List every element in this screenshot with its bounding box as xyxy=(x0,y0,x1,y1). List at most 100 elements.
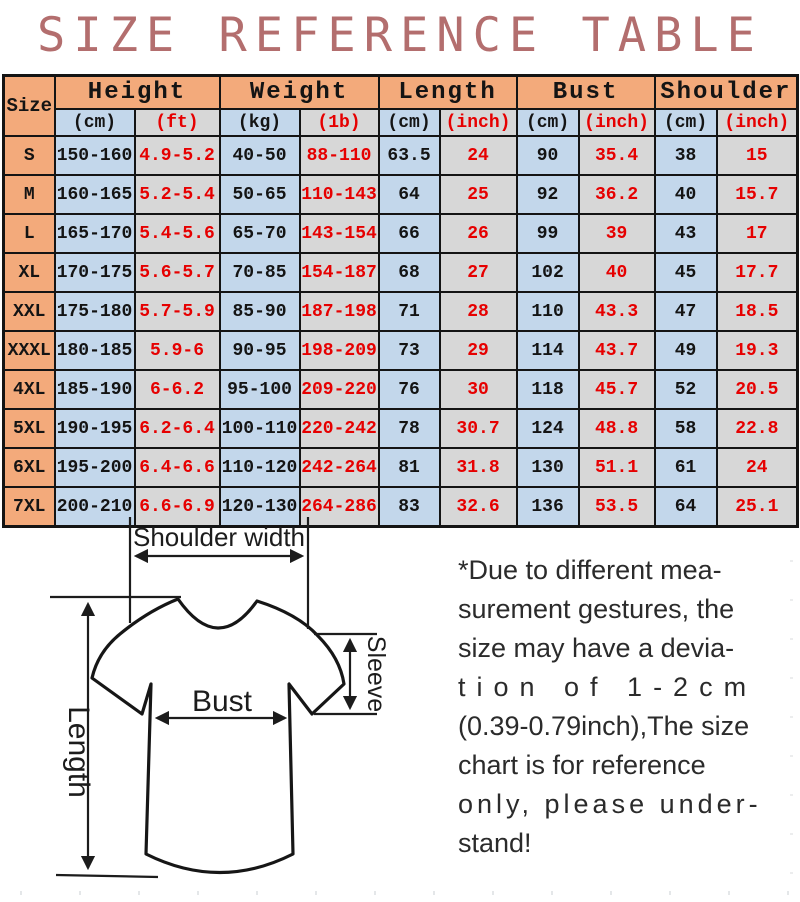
table-header: Size Height Weight Length Bust Shoulder (cm)… xyxy=(2,74,799,137)
value-cell: 58 xyxy=(653,408,718,449)
value-cell: 6-6.2 xyxy=(133,369,221,410)
value-cell: 81 xyxy=(377,447,441,488)
size-cell: XXXL xyxy=(2,330,56,371)
value-cell: 83 xyxy=(377,486,441,528)
value-cell: 45 xyxy=(653,252,718,293)
value-cell: 35.4 xyxy=(577,135,656,176)
group-header: Shoulder xyxy=(653,74,799,110)
table-row: M 160-165 5.2-5.4 50-65 110-143 64 25 92 36.2 40 1… xyxy=(2,174,799,215)
value-cell: 4.9-5.2 xyxy=(133,135,221,176)
value-cell: 88-110 xyxy=(298,135,380,176)
note-line: chart is for reference xyxy=(458,750,706,780)
note-line: (0.39-0.79inch),The size xyxy=(458,711,750,741)
value-cell: 70-85 xyxy=(218,252,301,293)
table-row: XL 170-175 5.6-5.7 70-85 154-187 68 27 102 40 45 1… xyxy=(2,252,799,293)
value-cell: 150-160 xyxy=(53,135,136,176)
value-cell: 53.5 xyxy=(577,486,656,528)
value-cell: 25 xyxy=(438,174,518,215)
value-cell: 143-154 xyxy=(298,213,380,254)
value-cell: 64 xyxy=(653,486,718,528)
value-cell: 5.7-5.9 xyxy=(133,291,221,332)
value-cell: 160-165 xyxy=(53,174,136,215)
value-cell: 95-100 xyxy=(218,369,301,410)
group-header: Bust xyxy=(515,74,656,110)
note-line: stand! xyxy=(458,828,532,858)
unit-header: (kg) xyxy=(218,108,301,137)
corner-header-size: Size xyxy=(2,74,56,137)
bust-label: Bust xyxy=(192,685,253,718)
group-header: Height xyxy=(53,74,221,110)
table-body: S 150-160 4.9-5.2 40-50 88-110 63.5 24 90 35.4 38… xyxy=(2,135,799,528)
value-cell: 90-95 xyxy=(218,330,301,371)
value-cell: 43.3 xyxy=(577,291,656,332)
value-cell: 30 xyxy=(438,369,518,410)
value-cell: 185-190 xyxy=(53,369,136,410)
unit-header: (ft) xyxy=(133,108,221,137)
value-cell: 6.4-6.6 xyxy=(133,447,221,488)
value-cell: 5.4-5.6 xyxy=(133,213,221,254)
value-cell: 19.3 xyxy=(715,330,799,371)
value-cell: 18.5 xyxy=(715,291,799,332)
value-cell: 90 xyxy=(515,135,580,176)
value-cell: 187-198 xyxy=(298,291,380,332)
table-row: 4XL 185-190 6-6.2 95-100 209-220 76 30 118 45.7 5… xyxy=(2,369,799,410)
value-cell: 110-143 xyxy=(298,174,380,215)
tshirt-measurement-diagram: Shoulder width Bust Sleeve Length xyxy=(50,517,390,879)
value-cell: 209-220 xyxy=(298,369,380,410)
value-cell: 198-209 xyxy=(298,330,380,371)
value-cell: 27 xyxy=(438,252,518,293)
size-cell: 5XL xyxy=(2,408,56,449)
value-cell: 51.1 xyxy=(577,447,656,488)
size-cell: S xyxy=(2,135,56,176)
value-cell: 264-286 xyxy=(298,486,380,528)
value-cell: 61 xyxy=(653,447,718,488)
size-cell: 6XL xyxy=(2,447,56,488)
value-cell: 100-110 xyxy=(218,408,301,449)
value-cell: 22.8 xyxy=(715,408,799,449)
value-cell: 92 xyxy=(515,174,580,215)
group-header-row: Size Height Weight Length Bust Shoulder xyxy=(2,74,799,137)
table-row: S 150-160 4.9-5.2 40-50 88-110 63.5 24 90 35.4 38… xyxy=(2,135,799,176)
value-cell: 40-50 xyxy=(218,135,301,176)
value-cell: 180-185 xyxy=(53,330,136,371)
table-row: 5XL 190-195 6.2-6.4 100-110 220-242 78 30.7 124… xyxy=(2,408,799,449)
value-cell: 102 xyxy=(515,252,580,293)
table-row: XXXL 180-185 5.9-6 90-95 198-209 73 29 114 43.7 4… xyxy=(2,330,799,371)
value-cell: 6.2-6.4 xyxy=(133,408,221,449)
value-cell: 5.2-5.4 xyxy=(133,174,221,215)
length-label: Length xyxy=(62,706,95,798)
unit-header: (cm) xyxy=(653,108,718,137)
value-cell: 40 xyxy=(653,174,718,215)
value-cell: 43.7 xyxy=(577,330,656,371)
value-cell: 65-70 xyxy=(218,213,301,254)
value-cell: 76 xyxy=(377,369,441,410)
value-cell: 20.5 xyxy=(715,369,799,410)
value-cell: 47 xyxy=(653,291,718,332)
value-cell: 242-264 xyxy=(298,447,380,488)
note-line: *Due to different mea- xyxy=(458,555,722,585)
value-cell: 15.7 xyxy=(715,174,799,215)
value-cell: 48.8 xyxy=(577,408,656,449)
value-cell: 130 xyxy=(515,447,580,488)
value-cell: 50-65 xyxy=(218,174,301,215)
value-cell: 28 xyxy=(438,291,518,332)
unit-header: (cm) xyxy=(515,108,580,137)
value-cell: 220-242 xyxy=(298,408,380,449)
value-cell: 118 xyxy=(515,369,580,410)
note-line: size may have a devia- xyxy=(458,633,735,663)
value-cell: 165-170 xyxy=(53,213,136,254)
size-cell: 4XL xyxy=(2,369,56,410)
value-cell: 5.6-5.7 xyxy=(133,252,221,293)
value-cell: 24 xyxy=(438,135,518,176)
size-cell: XL xyxy=(2,252,56,293)
value-cell: 110 xyxy=(515,291,580,332)
value-cell: 175-180 xyxy=(53,291,136,332)
value-cell: 17.7 xyxy=(715,252,799,293)
value-cell: 99 xyxy=(515,213,580,254)
length-ext-line-bottom xyxy=(55,873,159,879)
value-cell: 110-120 xyxy=(218,447,301,488)
value-cell: 6.6-6.9 xyxy=(133,486,221,528)
value-cell: 85-90 xyxy=(218,291,301,332)
page-title: SIZE REFERENCE TABLE xyxy=(37,8,763,63)
group-header: Length xyxy=(377,74,518,110)
